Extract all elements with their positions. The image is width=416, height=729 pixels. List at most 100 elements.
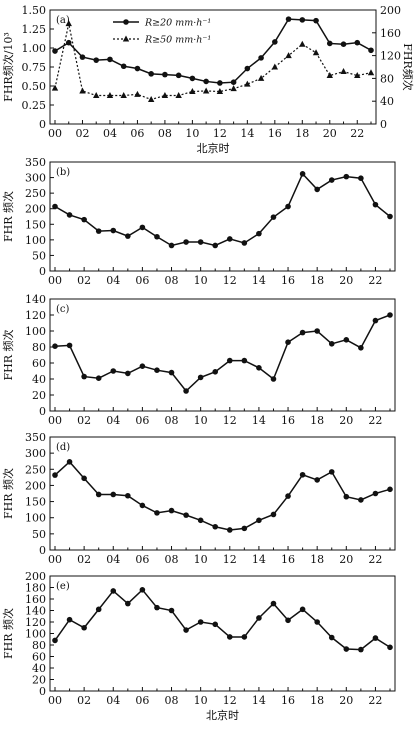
series-line [54,314,391,393]
x-tick-label: 14 [252,553,266,566]
data-point [197,619,204,625]
data-point [285,52,292,59]
y-tick-label: 100 [25,512,46,525]
y-tick-label: 300 [25,447,46,460]
y-tick-label: 20 [32,389,46,402]
panel-d: (d) 00 02 04 06 08 10 12 14 16 18 20 22 0 50 100 150 200 2… [1,431,396,566]
data-point [93,92,100,98]
x-tick-label: 14 [252,414,266,427]
series-line [54,588,391,651]
x-tick-label: 06 [135,414,149,427]
data-point [120,63,127,70]
y-tick-label: 60 [32,357,46,370]
data-point [270,600,277,607]
x-tick-label: 06 [130,127,144,140]
data-point [147,95,155,102]
data-point [256,230,262,237]
data-point [107,56,113,63]
y-tick-label: 200 [25,479,46,492]
x-tick-label: 12 [223,274,237,287]
x-tick-label: 20 [339,694,353,707]
data-point [226,236,233,242]
data-point [230,85,237,92]
data-point [285,16,292,22]
y-tick-label: 0.50 [22,80,47,93]
data-point [299,329,306,336]
data-point [168,607,175,614]
panel-label: (d) [56,442,70,453]
data-point [168,242,175,249]
x-tick-label: 18 [310,274,324,287]
data-point [154,367,160,374]
data-point [328,469,335,475]
data-point [66,459,73,465]
legend-label: R≥50 mm·h⁻¹ [144,35,211,46]
data-point [314,619,320,625]
y-tick-label: 50 [32,249,46,262]
data-point [168,369,175,376]
data-point [183,627,189,633]
data-point [271,63,279,70]
x-tick-label: 14 [240,127,254,140]
x-tick-label: 08 [165,414,179,427]
x-tick-label: 10 [194,553,208,566]
plot-frame [49,161,396,272]
data-point [110,227,117,234]
y-axis-title: FHR 频次 [1,329,15,380]
x-tick-label: 00 [48,694,62,707]
x-tick-label: 08 [158,127,172,140]
y-right-tick-label: 80 [380,72,394,85]
y-tick-label: 60 [32,651,46,664]
x-tick-label: 12 [223,553,237,566]
data-point [216,88,224,95]
y-tick-label: 140 [25,293,46,306]
y-right-tick-label: 0 [380,118,387,131]
x-tick-label: 04 [106,553,120,566]
data-point [354,72,361,79]
data-point [372,635,379,641]
plot-frame [49,436,396,551]
x-tick-label: 16 [281,553,295,566]
y-tick-label: 80 [32,639,46,652]
y-tick-label: 120 [25,616,46,629]
data-point [52,637,58,644]
x-tick-label: 04 [106,414,120,427]
x-tick-label: 04 [106,274,120,287]
x-axis-title: 北京时 [197,141,230,155]
x-tick-label: 08 [165,694,179,707]
data-point [168,507,175,514]
data-point [314,477,320,483]
data-point [299,40,306,47]
data-point [52,343,58,350]
x-tick-label: 18 [310,694,324,707]
data-point [343,493,350,500]
data-point [175,92,182,98]
data-point [110,491,117,498]
x-tick-label: 10 [194,694,208,707]
data-point [343,337,350,343]
data-point [197,239,204,245]
data-point [244,80,251,87]
data-point [197,517,204,524]
data-point [258,55,264,61]
data-point [358,646,364,653]
x-tick-label: 20 [339,553,353,566]
data-point [183,388,189,394]
data-point [372,490,379,497]
data-point [256,517,262,524]
y-tick-label: 150 [25,218,46,231]
y-tick-label: 160 [25,593,46,606]
data-point [358,345,364,351]
data-point [95,375,102,382]
data-point [387,213,393,220]
data-point [340,41,347,47]
data-point [299,17,306,23]
plot-frame [49,575,396,692]
y-tick-label: 0 [39,265,46,278]
data-point [148,71,154,77]
panel-label: (e) [56,581,70,592]
data-point [110,368,117,374]
data-point [79,54,86,60]
data-point [202,87,210,94]
y-tick-label: 40 [32,373,46,386]
